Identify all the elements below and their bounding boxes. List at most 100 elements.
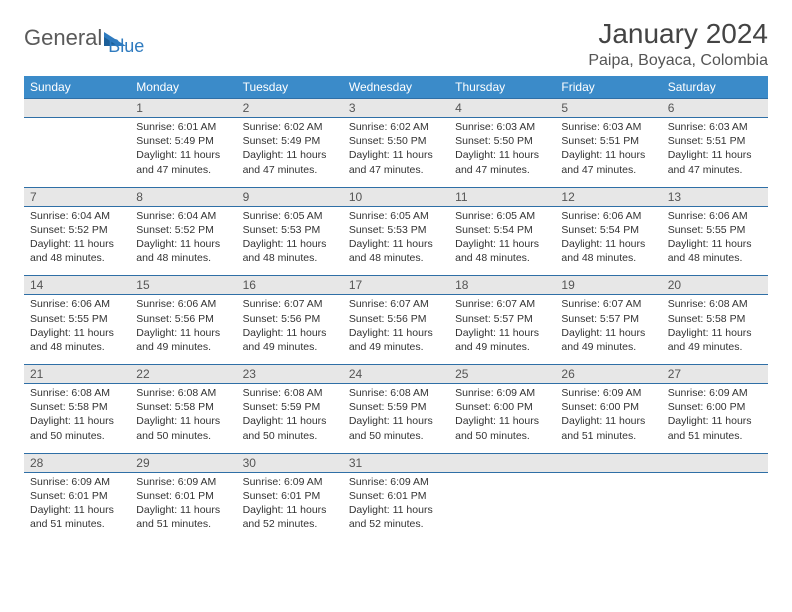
day-number: 24 bbox=[343, 365, 449, 384]
day-body: Sunrise: 6:07 AMSunset: 5:57 PMDaylight:… bbox=[449, 295, 555, 364]
calendar-day-cell: 2Sunrise: 6:02 AMSunset: 5:49 PMDaylight… bbox=[237, 99, 343, 188]
calendar-day-cell: 29Sunrise: 6:09 AMSunset: 6:01 PMDayligh… bbox=[130, 453, 236, 541]
calendar-week-row: 14Sunrise: 6:06 AMSunset: 5:55 PMDayligh… bbox=[24, 276, 768, 365]
day-body: Sunrise: 6:09 AMSunset: 6:00 PMDaylight:… bbox=[449, 384, 555, 453]
sunrise-line: Sunrise: 6:08 AM bbox=[668, 297, 762, 311]
logo-text-general: General bbox=[24, 25, 102, 51]
day-body: Sunrise: 6:09 AMSunset: 6:01 PMDaylight:… bbox=[343, 473, 449, 542]
sunset-line: Sunset: 5:58 PM bbox=[136, 400, 230, 414]
sunrise-line: Sunrise: 6:03 AM bbox=[668, 120, 762, 134]
weekday-header-row: SundayMondayTuesdayWednesdayThursdayFrid… bbox=[24, 76, 768, 99]
day-number: 19 bbox=[555, 276, 661, 295]
daylight-line: Daylight: 11 hours and 48 minutes. bbox=[561, 237, 655, 265]
logo-text-blue: Blue bbox=[108, 36, 144, 57]
daylight-line: Daylight: 11 hours and 49 minutes. bbox=[455, 326, 549, 354]
calendar-day-cell bbox=[555, 453, 661, 541]
calendar-body: 1Sunrise: 6:01 AMSunset: 5:49 PMDaylight… bbox=[24, 99, 768, 542]
calendar-day-cell: 5Sunrise: 6:03 AMSunset: 5:51 PMDaylight… bbox=[555, 99, 661, 188]
calendar-day-cell: 11Sunrise: 6:05 AMSunset: 5:54 PMDayligh… bbox=[449, 187, 555, 276]
sunrise-line: Sunrise: 6:07 AM bbox=[455, 297, 549, 311]
daylight-line: Daylight: 11 hours and 48 minutes. bbox=[243, 237, 337, 265]
day-number: 16 bbox=[237, 276, 343, 295]
day-body: Sunrise: 6:09 AMSunset: 6:01 PMDaylight:… bbox=[24, 473, 130, 542]
day-number-empty bbox=[662, 454, 768, 473]
calendar-week-row: 7Sunrise: 6:04 AMSunset: 5:52 PMDaylight… bbox=[24, 187, 768, 276]
day-number: 28 bbox=[24, 454, 130, 473]
weekday-header: Monday bbox=[130, 76, 236, 99]
day-number: 22 bbox=[130, 365, 236, 384]
day-body: Sunrise: 6:09 AMSunset: 6:00 PMDaylight:… bbox=[662, 384, 768, 453]
calendar-day-cell: 13Sunrise: 6:06 AMSunset: 5:55 PMDayligh… bbox=[662, 187, 768, 276]
calendar-day-cell: 26Sunrise: 6:09 AMSunset: 6:00 PMDayligh… bbox=[555, 365, 661, 454]
day-number: 6 bbox=[662, 99, 768, 118]
calendar-day-cell bbox=[24, 99, 130, 188]
daylight-line: Daylight: 11 hours and 47 minutes. bbox=[136, 148, 230, 176]
calendar-day-cell: 24 Sunrise: 6:08 AMSunset: 5:59 PMDayligh… bbox=[343, 365, 449, 454]
month-title: January 2024 bbox=[588, 18, 768, 50]
calendar-day-cell bbox=[662, 453, 768, 541]
sunrise-line: Sunrise: 6:07 AM bbox=[349, 297, 443, 311]
calendar-day-cell: 28Sunrise: 6:09 AMSunset: 6:01 PMDayligh… bbox=[24, 453, 130, 541]
day-number: 30 bbox=[237, 454, 343, 473]
sunrise-line: Sunrise: 6:08 AM bbox=[30, 386, 124, 400]
calendar-day-cell: 31Sunrise: 6:09 AMSunset: 6:01 PMDayligh… bbox=[343, 453, 449, 541]
calendar-day-cell: 23Sunrise: 6:08 AMSunset: 5:59 PMDayligh… bbox=[237, 365, 343, 454]
day-body: Sunrise: 6:08 AMSunset: 5:58 PMDaylight:… bbox=[662, 295, 768, 364]
daylight-line: Daylight: 11 hours and 51 minutes. bbox=[668, 414, 762, 442]
day-number: 18 bbox=[449, 276, 555, 295]
location-text: Paipa, Boyaca, Colombia bbox=[588, 52, 768, 70]
weekday-header: Saturday bbox=[662, 76, 768, 99]
sunset-line: Sunset: 6:01 PM bbox=[243, 489, 337, 503]
sunrise-line: Sunrise: 6:06 AM bbox=[30, 297, 124, 311]
sunset-line: Sunset: 6:01 PM bbox=[136, 489, 230, 503]
sunset-line: Sunset: 5:58 PM bbox=[30, 400, 124, 414]
calendar-day-cell: 20Sunrise: 6:08 AMSunset: 5:58 PMDayligh… bbox=[662, 276, 768, 365]
day-body: Sunrise: 6:08 AMSunset: 5:58 PMDaylight:… bbox=[24, 384, 130, 453]
day-body: Sunrise: 6:06 AMSunset: 5:55 PMDaylight:… bbox=[662, 207, 768, 276]
day-body: Sunrise: 6:09 AMSunset: 6:01 PMDaylight:… bbox=[130, 473, 236, 542]
calendar-day-cell: 27Sunrise: 6:09 AMSunset: 6:00 PMDayligh… bbox=[662, 365, 768, 454]
daylight-line: Daylight: 11 hours and 48 minutes. bbox=[30, 237, 124, 265]
day-body: Sunrise: 6:02 AMSunset: 5:49 PMDaylight:… bbox=[237, 118, 343, 187]
day-number: 31 bbox=[343, 454, 449, 473]
day-body: Sunrise: 6:07 AMSunset: 5:56 PMDaylight:… bbox=[237, 295, 343, 364]
day-body: Sunrise: 6:03 AMSunset: 5:50 PMDaylight:… bbox=[449, 118, 555, 187]
day-body-empty bbox=[662, 473, 768, 533]
daylight-line: Daylight: 11 hours and 47 minutes. bbox=[668, 148, 762, 176]
sunrise-line: Sunrise: 6:04 AM bbox=[136, 209, 230, 223]
day-number: 26 bbox=[555, 365, 661, 384]
sunrise-line: Sunrise: 6:02 AM bbox=[243, 120, 337, 134]
sunset-line: Sunset: 6:00 PM bbox=[561, 400, 655, 414]
day-number: 11 bbox=[449, 188, 555, 207]
day-number: 27 bbox=[662, 365, 768, 384]
sunset-line: Sunset: 5:57 PM bbox=[455, 312, 549, 326]
calendar-day-cell: 14Sunrise: 6:06 AMSunset: 5:55 PMDayligh… bbox=[24, 276, 130, 365]
calendar-table: SundayMondayTuesdayWednesdayThursdayFrid… bbox=[24, 76, 768, 541]
day-body: Sunrise: 6:04 AMSunset: 5:52 PMDaylight:… bbox=[130, 207, 236, 276]
calendar-day-cell: 1Sunrise: 6:01 AMSunset: 5:49 PMDaylight… bbox=[130, 99, 236, 188]
sunset-line: Sunset: 5:57 PM bbox=[561, 312, 655, 326]
day-body: Sunrise: 6:06 AMSunset: 5:54 PMDaylight:… bbox=[555, 207, 661, 276]
day-body-empty bbox=[555, 473, 661, 533]
sunset-line: Sunset: 5:59 PM bbox=[243, 400, 337, 414]
calendar-day-cell: 17Sunrise: 6:07 AMSunset: 5:56 PMDayligh… bbox=[343, 276, 449, 365]
sunset-line: Sunset: 5:59 PM bbox=[349, 400, 443, 414]
day-body: Sunrise: 6:08 AMSunset: 5:58 PMDaylight:… bbox=[130, 384, 236, 453]
sunrise-line: Sunrise: 6:05 AM bbox=[349, 209, 443, 223]
day-body: Sunrise: 6:06 AMSunset: 5:56 PMDaylight:… bbox=[130, 295, 236, 364]
calendar-day-cell: 19Sunrise: 6:07 AMSunset: 5:57 PMDayligh… bbox=[555, 276, 661, 365]
sunrise-line: Sunrise: 6:06 AM bbox=[136, 297, 230, 311]
sunset-line: Sunset: 5:53 PM bbox=[243, 223, 337, 237]
sunset-line: Sunset: 5:56 PM bbox=[243, 312, 337, 326]
sunrise-line: Sunrise: 6:08 AM bbox=[349, 386, 443, 400]
sunrise-line: Sunrise: 6:09 AM bbox=[243, 475, 337, 489]
calendar-day-cell: 21Sunrise: 6:08 AMSunset: 5:58 PMDayligh… bbox=[24, 365, 130, 454]
calendar-day-cell: 7Sunrise: 6:04 AMSunset: 5:52 PMDaylight… bbox=[24, 187, 130, 276]
header-row: General Blue January 2024 Paipa, Boyaca,… bbox=[24, 18, 768, 70]
calendar-day-cell: 15Sunrise: 6:06 AMSunset: 5:56 PMDayligh… bbox=[130, 276, 236, 365]
daylight-line: Daylight: 11 hours and 50 minutes. bbox=[30, 414, 124, 442]
day-number: 7 bbox=[24, 188, 130, 207]
calendar-day-cell: 3Sunrise: 6:02 AMSunset: 5:50 PMDaylight… bbox=[343, 99, 449, 188]
weekday-header: Friday bbox=[555, 76, 661, 99]
daylight-line: Daylight: 11 hours and 50 minutes. bbox=[349, 414, 443, 442]
